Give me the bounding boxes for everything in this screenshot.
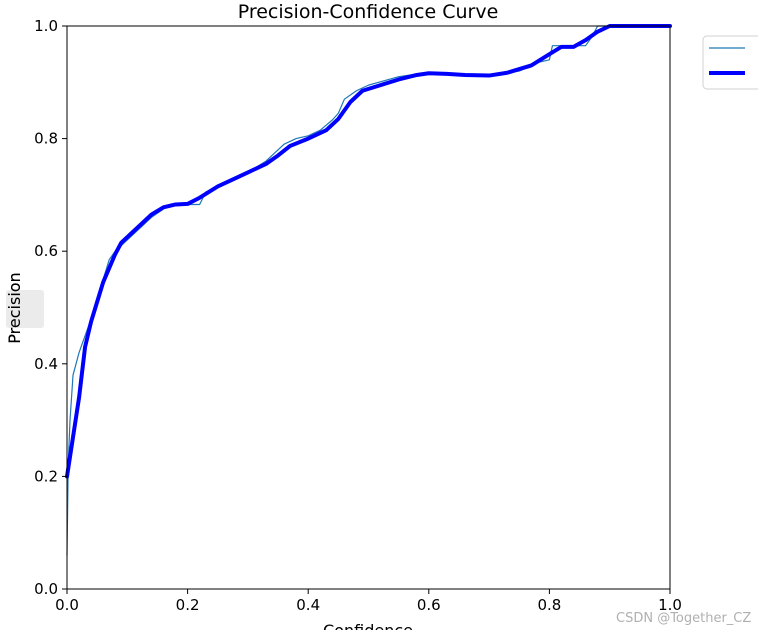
- ylabel-highlight: [6, 290, 44, 328]
- y-tick-label: 0.6: [34, 242, 58, 260]
- series-layer: [65, 24, 672, 556]
- series-2-line: [65, 24, 672, 479]
- x-tick-label: 0.8: [537, 596, 561, 614]
- y-tick-label: 0.4: [34, 355, 58, 373]
- x-axis: 0.0 0.2 0.4 0.6 0.8 1.0: [55, 589, 682, 614]
- legend-box: [702, 35, 758, 90]
- x-axis-title: Confidence: [323, 621, 413, 630]
- legend: [702, 35, 758, 90]
- x-tick-label: 0.2: [176, 596, 200, 614]
- x-tick-label: 1.0: [658, 596, 682, 614]
- x-tick-label: 0.6: [417, 596, 441, 614]
- y-tick-label: 0.2: [34, 467, 58, 485]
- plot-area: [67, 26, 670, 589]
- y-tick-label: 0.8: [34, 130, 58, 148]
- y-tick-label: 0.0: [34, 580, 58, 598]
- y-axis: 0.0 0.2 0.4 0.6 0.8 1.0: [34, 17, 67, 598]
- y-axis-title-overlay: Precision: [5, 272, 24, 343]
- watermark: CSDN @Together_CZ: [616, 611, 751, 626]
- y-tick-label: 1.0: [34, 17, 58, 35]
- plot-frame: [66, 25, 671, 590]
- chart-title: Precision-Confidence Curve: [238, 1, 499, 23]
- x-tick-label: 0.0: [55, 596, 79, 614]
- x-tick-label: 0.4: [296, 596, 320, 614]
